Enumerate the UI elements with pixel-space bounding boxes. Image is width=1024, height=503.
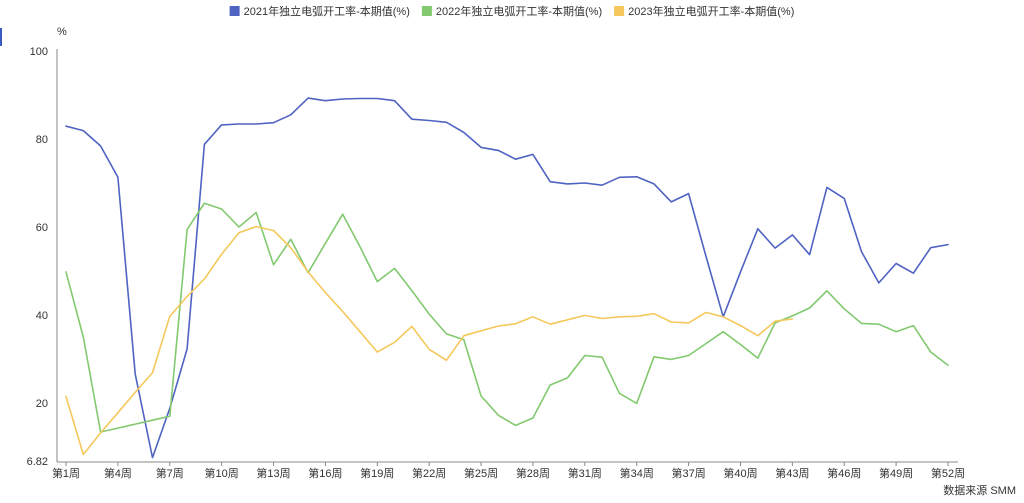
x-tick-label: 第13周 [256,466,290,480]
x-tick-label: 第22周 [412,466,446,480]
y-tick-label: 100 [30,46,48,58]
x-tick-label: 第19周 [360,466,394,480]
legend-label-1: 2021年独立电弧开工率-本期值(%) [244,4,410,18]
data-source-label: 数据来源 SMM [943,483,1016,497]
y-axis-ticks: 6.82 20 40 60 80 100 [27,46,48,468]
series-group [65,97,949,459]
left-edge-marker [0,28,2,46]
y-tick-label: 60 [36,222,48,234]
legend-swatch-2 [421,6,432,16]
x-tick-label: 第7周 [156,466,184,480]
x-tick-label: 第4周 [104,466,132,480]
x-tick-label: 第34周 [620,466,654,480]
x-tick-label: 第1周 [52,466,80,480]
x-tick-label: 第49周 [879,466,913,480]
legend-swatch-1 [229,6,240,16]
y-tick-label: 80 [36,134,48,146]
x-tick-label: 第16周 [308,466,342,480]
series-line-3 [65,225,794,456]
x-axis-ticks: 第1周 第4周 第7周 第10周 第13周 第16周 第19周 第22周 第25周 第28周 第31… [52,462,965,480]
x-tick-label: 第43周 [775,466,809,480]
x-tick-label: 第31周 [568,466,602,480]
x-tick-label: 第52周 [931,466,965,480]
legend-label-2: 2022年独立电弧开工率-本期值(%) [436,4,602,18]
x-tick-label: 第40周 [723,466,757,480]
y-axis-unit-label: % [57,26,67,38]
x-tick-label: 第37周 [671,466,705,480]
x-tick-label: 第46周 [827,466,861,480]
legend-swatch-3 [614,6,625,16]
series-line-2 [65,202,949,433]
legend-label-3: 2023年独立电弧开工率-本期值(%) [628,4,794,18]
x-tick-label: 第25周 [464,466,498,480]
x-tick-label: 第10周 [205,466,239,480]
x-tick-label: 第28周 [516,466,550,480]
series-line-1 [65,97,949,459]
legend: 2021年独立电弧开工率-本期值(%) 2022年独立电弧开工率-本期值(%) 20… [229,4,794,18]
y-tick-label: 40 [36,310,48,322]
y-tick-label: 20 [36,398,48,410]
y-tick-label: 6.82 [27,456,48,468]
